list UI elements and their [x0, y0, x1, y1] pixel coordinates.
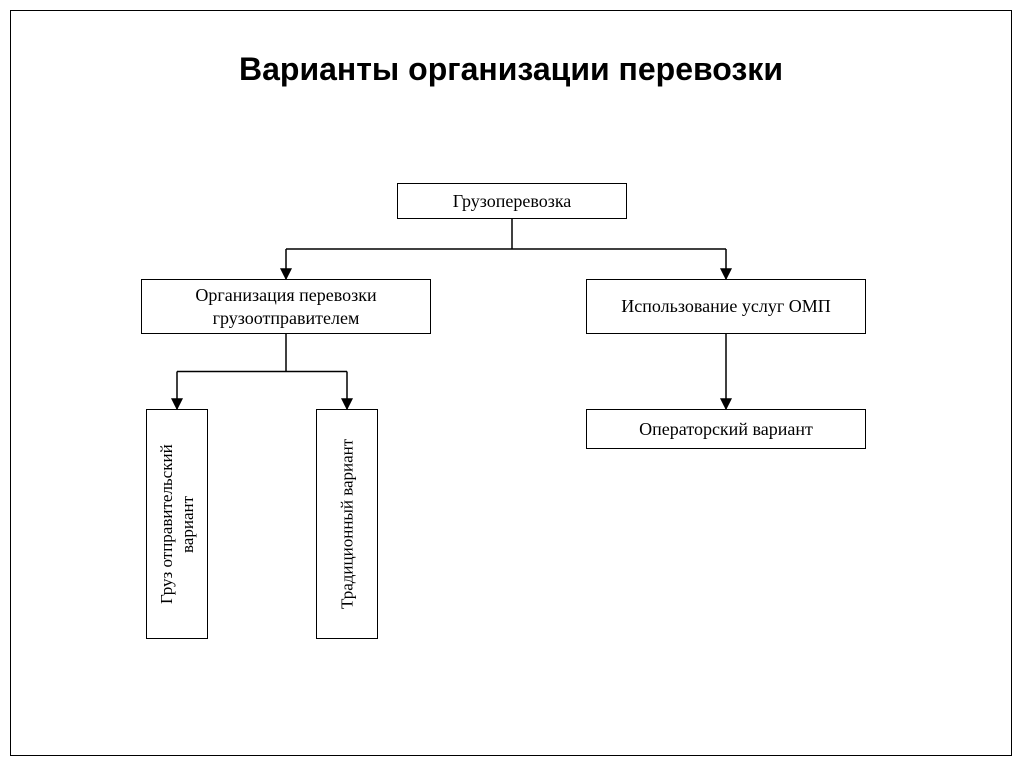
diagram-canvas: Грузоперевозка Организация перевозки груз…: [11, 11, 1013, 757]
node-left1: Организация перевозки грузоотправителем: [141, 279, 431, 334]
node-leftA: Груз отправительский вариант: [146, 409, 208, 639]
node-right2: Операторский вариант: [586, 409, 866, 449]
slide-frame: Варианты организации перевозки Грузопере…: [10, 10, 1012, 756]
node-right1: Использование услуг ОМП: [586, 279, 866, 334]
diagram-edges: [11, 11, 1013, 757]
node-leftB: Традиционный вариант: [316, 409, 378, 639]
node-root: Грузоперевозка: [397, 183, 627, 219]
